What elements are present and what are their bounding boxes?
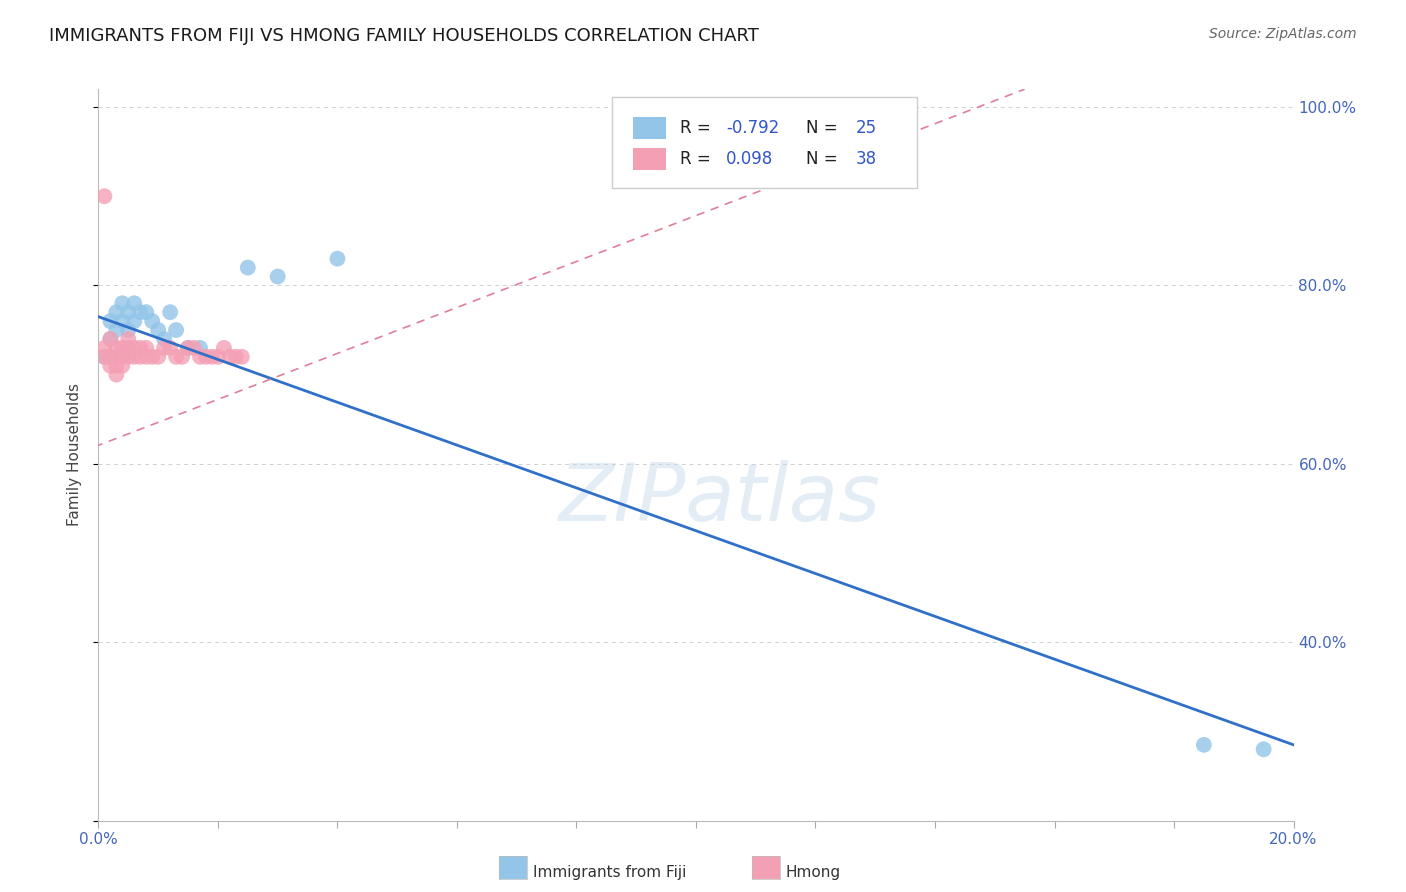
Text: IMMIGRANTS FROM FIJI VS HMONG FAMILY HOUSEHOLDS CORRELATION CHART: IMMIGRANTS FROM FIJI VS HMONG FAMILY HOU… xyxy=(49,27,759,45)
Point xyxy=(129,305,152,319)
Point xyxy=(111,296,134,310)
Point xyxy=(1192,738,1215,752)
Point xyxy=(98,332,122,346)
Point xyxy=(153,341,176,355)
Point xyxy=(231,350,253,364)
Point xyxy=(105,368,128,382)
Point xyxy=(212,341,235,355)
Point xyxy=(195,350,218,364)
Text: Immigrants from Fiji: Immigrants from Fiji xyxy=(533,865,686,880)
Text: Source: ZipAtlas.com: Source: ZipAtlas.com xyxy=(1209,27,1357,41)
Point xyxy=(183,341,205,355)
Point xyxy=(93,189,115,203)
Point xyxy=(188,341,211,355)
Y-axis label: Family Households: Family Households xyxy=(66,384,82,526)
Point xyxy=(225,350,247,364)
Point xyxy=(148,350,170,364)
Text: -0.792: -0.792 xyxy=(725,119,779,137)
Text: N =: N = xyxy=(806,150,842,168)
Point xyxy=(141,314,163,328)
Text: Hmong: Hmong xyxy=(786,865,841,880)
Point xyxy=(105,341,128,355)
Point xyxy=(177,341,200,355)
Point xyxy=(98,332,122,346)
Point xyxy=(93,350,115,364)
Point xyxy=(153,332,176,346)
Point xyxy=(98,314,122,328)
Point xyxy=(117,332,139,346)
Point xyxy=(165,323,187,337)
Point xyxy=(135,341,157,355)
Point xyxy=(111,350,134,364)
Point xyxy=(124,341,146,355)
Point xyxy=(1253,742,1275,756)
Point xyxy=(177,341,200,355)
FancyBboxPatch shape xyxy=(633,148,666,169)
Point xyxy=(129,341,152,355)
Point xyxy=(98,350,122,364)
Point xyxy=(165,350,187,364)
Point xyxy=(111,359,134,373)
Point xyxy=(159,341,181,355)
Point xyxy=(124,350,146,364)
Point xyxy=(188,350,211,364)
Point xyxy=(117,305,139,319)
Point xyxy=(111,314,134,328)
Text: N =: N = xyxy=(806,119,842,137)
Point xyxy=(207,350,229,364)
Point xyxy=(98,359,122,373)
Point xyxy=(172,350,194,364)
Point xyxy=(111,341,134,355)
Point xyxy=(148,323,170,337)
Point xyxy=(135,350,157,364)
Point xyxy=(124,314,146,328)
Point xyxy=(201,350,224,364)
Point xyxy=(117,323,139,337)
Point xyxy=(105,350,128,364)
Point xyxy=(129,350,152,364)
Point xyxy=(135,305,157,319)
Point xyxy=(267,269,290,284)
Point xyxy=(141,350,163,364)
Point xyxy=(105,305,128,319)
Point xyxy=(236,260,259,275)
Point xyxy=(93,350,115,364)
FancyBboxPatch shape xyxy=(613,96,917,188)
Point xyxy=(105,323,128,337)
Point xyxy=(105,359,128,373)
Point xyxy=(117,350,139,364)
Point xyxy=(219,350,242,364)
Text: R =: R = xyxy=(681,150,721,168)
Text: 0.098: 0.098 xyxy=(725,150,773,168)
Text: R =: R = xyxy=(681,119,717,137)
Point xyxy=(93,341,115,355)
Point xyxy=(326,252,349,266)
Text: 38: 38 xyxy=(856,150,877,168)
Text: 25: 25 xyxy=(856,119,877,137)
Point xyxy=(124,296,146,310)
Point xyxy=(159,305,181,319)
Text: ZIPatlas: ZIPatlas xyxy=(558,459,882,538)
FancyBboxPatch shape xyxy=(633,117,666,139)
Point xyxy=(117,341,139,355)
